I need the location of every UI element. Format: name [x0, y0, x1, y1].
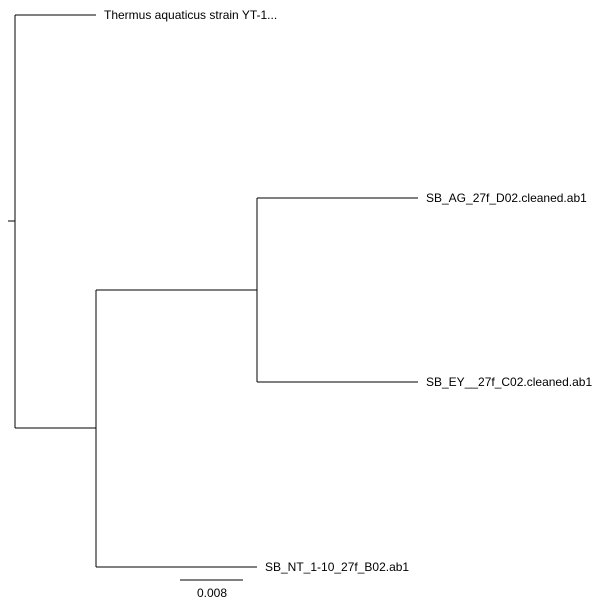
scale-bar-label: 0.008	[197, 586, 227, 600]
tip-label-thermus: Thermus aquaticus strain YT-1...	[104, 8, 277, 22]
tip-label-sb-ag: SB_AG_27f_D02.cleaned.ab1	[426, 191, 587, 205]
tip-label-sb-ey: SB_EY__27f_C02.cleaned.ab1	[426, 375, 592, 389]
tip-label-sb-nt: SB_NT_1-10_27f_B02.ab1	[265, 560, 409, 574]
